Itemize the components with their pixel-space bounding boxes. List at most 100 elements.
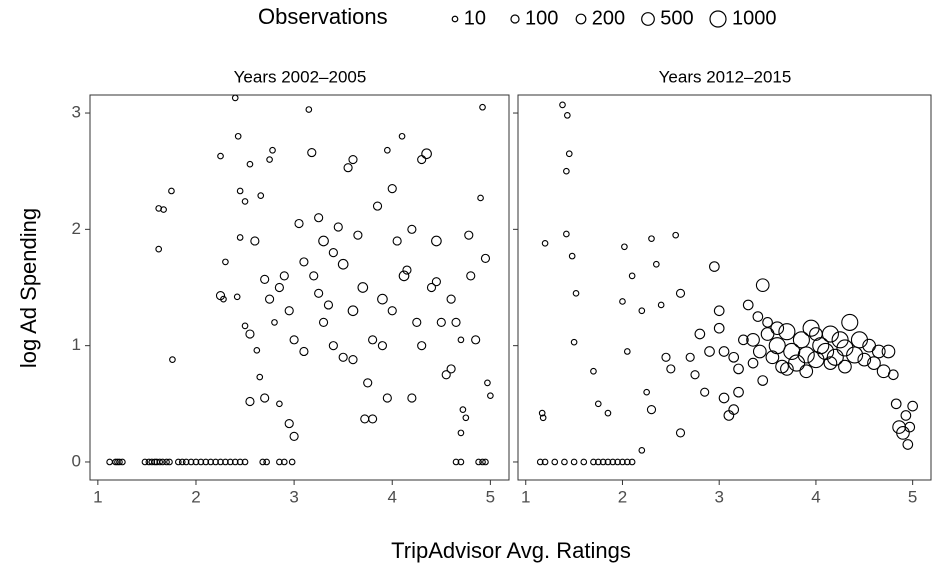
point	[236, 234, 244, 241]
point	[274, 282, 284, 293]
point	[357, 282, 369, 293]
point	[728, 351, 740, 363]
point	[250, 236, 260, 246]
panel-title: Years 2012–2015	[659, 67, 792, 86]
point	[233, 293, 241, 301]
point	[604, 409, 612, 417]
point	[752, 311, 764, 322]
point	[182, 458, 190, 466]
point	[289, 431, 299, 441]
point	[564, 112, 571, 119]
panel-border	[89, 94, 510, 481]
point	[446, 364, 456, 374]
y-tick-label: 1	[72, 335, 81, 354]
point	[217, 458, 224, 466]
point	[594, 400, 602, 408]
point	[464, 230, 474, 240]
point	[347, 305, 359, 317]
point	[280, 458, 288, 466]
point	[648, 235, 655, 242]
x-tick-label: 5	[908, 487, 917, 506]
point	[178, 458, 186, 466]
point	[234, 132, 242, 140]
y-axis-label: log Ad Spending	[16, 208, 41, 368]
point	[482, 458, 489, 466]
point	[426, 282, 437, 293]
point	[231, 458, 239, 466]
point	[747, 357, 759, 369]
point	[609, 458, 617, 466]
point	[384, 146, 391, 154]
y-tick-label: 3	[72, 103, 81, 122]
point	[871, 344, 886, 359]
point	[628, 272, 636, 280]
point	[284, 419, 294, 429]
point	[471, 335, 481, 345]
point	[363, 378, 373, 388]
x-tick-label: 1	[521, 487, 530, 506]
point	[372, 201, 383, 211]
point	[323, 300, 334, 310]
point	[477, 194, 484, 202]
point	[700, 387, 710, 397]
legend-key	[451, 15, 459, 23]
point	[222, 258, 229, 266]
point	[536, 458, 544, 466]
point	[541, 239, 549, 247]
point	[360, 414, 370, 424]
point	[846, 346, 864, 364]
point	[594, 458, 602, 466]
point	[353, 230, 363, 240]
point	[368, 414, 378, 424]
x-tick-label: 1	[93, 487, 102, 506]
point	[704, 346, 715, 357]
point	[709, 261, 720, 272]
x-tick-label: 3	[289, 487, 298, 506]
point	[266, 156, 273, 163]
y-tick-label: 2	[72, 219, 81, 238]
point	[475, 458, 482, 466]
point	[551, 458, 559, 466]
point	[338, 352, 348, 362]
point	[407, 393, 417, 403]
legend-label: 10	[464, 7, 486, 29]
point	[661, 352, 671, 362]
legend-key	[510, 14, 520, 24]
point	[765, 350, 780, 365]
point	[685, 352, 695, 362]
legend-label: 200	[592, 7, 625, 29]
point	[823, 356, 838, 370]
point	[241, 322, 249, 330]
point	[236, 187, 244, 195]
point	[867, 356, 881, 370]
point	[746, 332, 760, 347]
point	[207, 458, 215, 466]
point	[638, 447, 646, 454]
point	[479, 103, 486, 111]
point	[119, 458, 126, 466]
point	[226, 458, 234, 466]
x-tick-label: 4	[811, 487, 820, 506]
point	[245, 396, 255, 407]
point	[305, 106, 313, 113]
point	[614, 458, 621, 466]
x-tick-label: 2	[191, 487, 200, 506]
point	[276, 458, 283, 466]
point	[328, 341, 338, 351]
point	[271, 319, 278, 326]
point	[770, 321, 785, 336]
point	[881, 344, 896, 359]
y-tick-label: 0	[72, 451, 81, 470]
point	[269, 146, 276, 154]
point	[768, 337, 786, 355]
point	[466, 271, 476, 281]
point	[572, 289, 580, 297]
point	[657, 301, 665, 309]
point	[887, 369, 899, 381]
point	[690, 370, 700, 380]
legend-key	[641, 12, 655, 26]
point	[148, 458, 156, 466]
point	[253, 346, 261, 354]
point	[799, 364, 814, 379]
point	[590, 367, 597, 375]
